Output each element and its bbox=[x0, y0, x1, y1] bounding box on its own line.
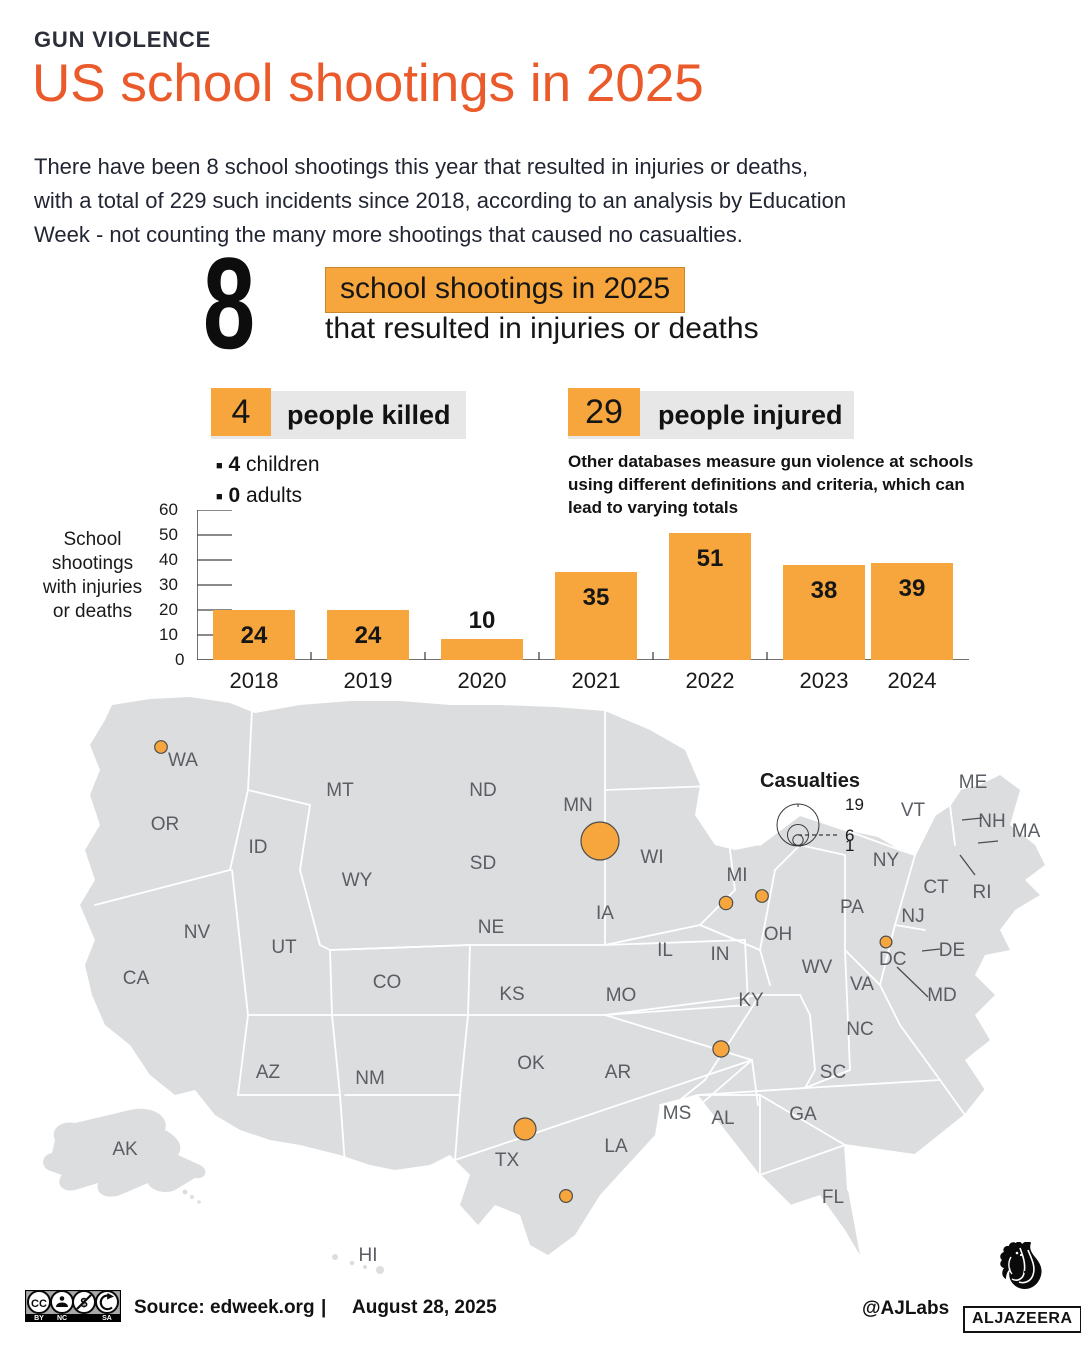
svg-text:AR: AR bbox=[605, 1062, 631, 1083]
svg-text:MN: MN bbox=[563, 795, 593, 816]
svg-text:CA: CA bbox=[123, 968, 150, 989]
svg-text:NC: NC bbox=[846, 1019, 873, 1040]
svg-text:19: 19 bbox=[845, 795, 864, 814]
svg-text:TX: TX bbox=[495, 1150, 520, 1171]
svg-text:ND: ND bbox=[469, 780, 496, 801]
svg-text:WY: WY bbox=[342, 870, 373, 891]
svg-text:SD: SD bbox=[470, 853, 496, 874]
svg-text:WA: WA bbox=[168, 750, 198, 771]
svg-text:KY: KY bbox=[738, 990, 764, 1011]
svg-text:PA: PA bbox=[840, 897, 864, 918]
svg-text:BY: BY bbox=[34, 1315, 44, 1322]
svg-text:MO: MO bbox=[606, 985, 637, 1006]
svg-text:OH: OH bbox=[764, 924, 793, 945]
svg-text:FL: FL bbox=[822, 1187, 844, 1208]
svg-text:WI: WI bbox=[640, 847, 663, 868]
svg-text:MS: MS bbox=[663, 1103, 692, 1124]
svg-text:ID: ID bbox=[249, 837, 268, 858]
svg-text:Casualties: Casualties bbox=[760, 770, 860, 792]
svg-text:GA: GA bbox=[789, 1104, 817, 1125]
svg-text:IA: IA bbox=[596, 903, 614, 924]
svg-text:HI: HI bbox=[359, 1245, 378, 1266]
svg-text:NH: NH bbox=[978, 811, 1005, 832]
svg-text:MD: MD bbox=[927, 985, 957, 1006]
svg-text:LA: LA bbox=[604, 1136, 628, 1157]
svg-text:RI: RI bbox=[973, 882, 992, 903]
svg-text:NC: NC bbox=[57, 1315, 67, 1322]
svg-text:KS: KS bbox=[499, 984, 524, 1005]
svg-text:VA: VA bbox=[850, 974, 874, 995]
svg-text:SC: SC bbox=[820, 1062, 846, 1083]
svg-text:MI: MI bbox=[726, 865, 747, 886]
svg-text:WV: WV bbox=[802, 957, 833, 978]
svg-text:CO: CO bbox=[373, 972, 402, 993]
svg-text:MT: MT bbox=[326, 780, 354, 801]
svg-text:OK: OK bbox=[517, 1053, 545, 1074]
svg-text:CC: CC bbox=[31, 1298, 47, 1310]
svg-text:NV: NV bbox=[184, 922, 211, 943]
svg-text:DE: DE bbox=[939, 940, 965, 961]
svg-text:AZ: AZ bbox=[256, 1062, 281, 1083]
svg-text:NJ: NJ bbox=[901, 906, 924, 927]
svg-text:VT: VT bbox=[901, 800, 926, 821]
svg-text:CT: CT bbox=[923, 877, 949, 898]
svg-text:AL: AL bbox=[711, 1108, 734, 1129]
svg-text:UT: UT bbox=[271, 937, 297, 958]
svg-text:ME: ME bbox=[959, 772, 988, 793]
svg-text:NE: NE bbox=[478, 917, 504, 938]
svg-text:NY: NY bbox=[873, 850, 900, 871]
svg-text:NM: NM bbox=[355, 1068, 385, 1089]
svg-text:AK: AK bbox=[112, 1139, 138, 1160]
svg-text:OR: OR bbox=[151, 814, 180, 835]
svg-text:IL: IL bbox=[657, 940, 673, 961]
svg-text:1: 1 bbox=[845, 836, 854, 855]
svg-text:IN: IN bbox=[711, 944, 730, 965]
svg-text:SA: SA bbox=[102, 1315, 112, 1322]
svg-text:MA: MA bbox=[1012, 821, 1041, 842]
svg-text:DC: DC bbox=[879, 949, 906, 970]
